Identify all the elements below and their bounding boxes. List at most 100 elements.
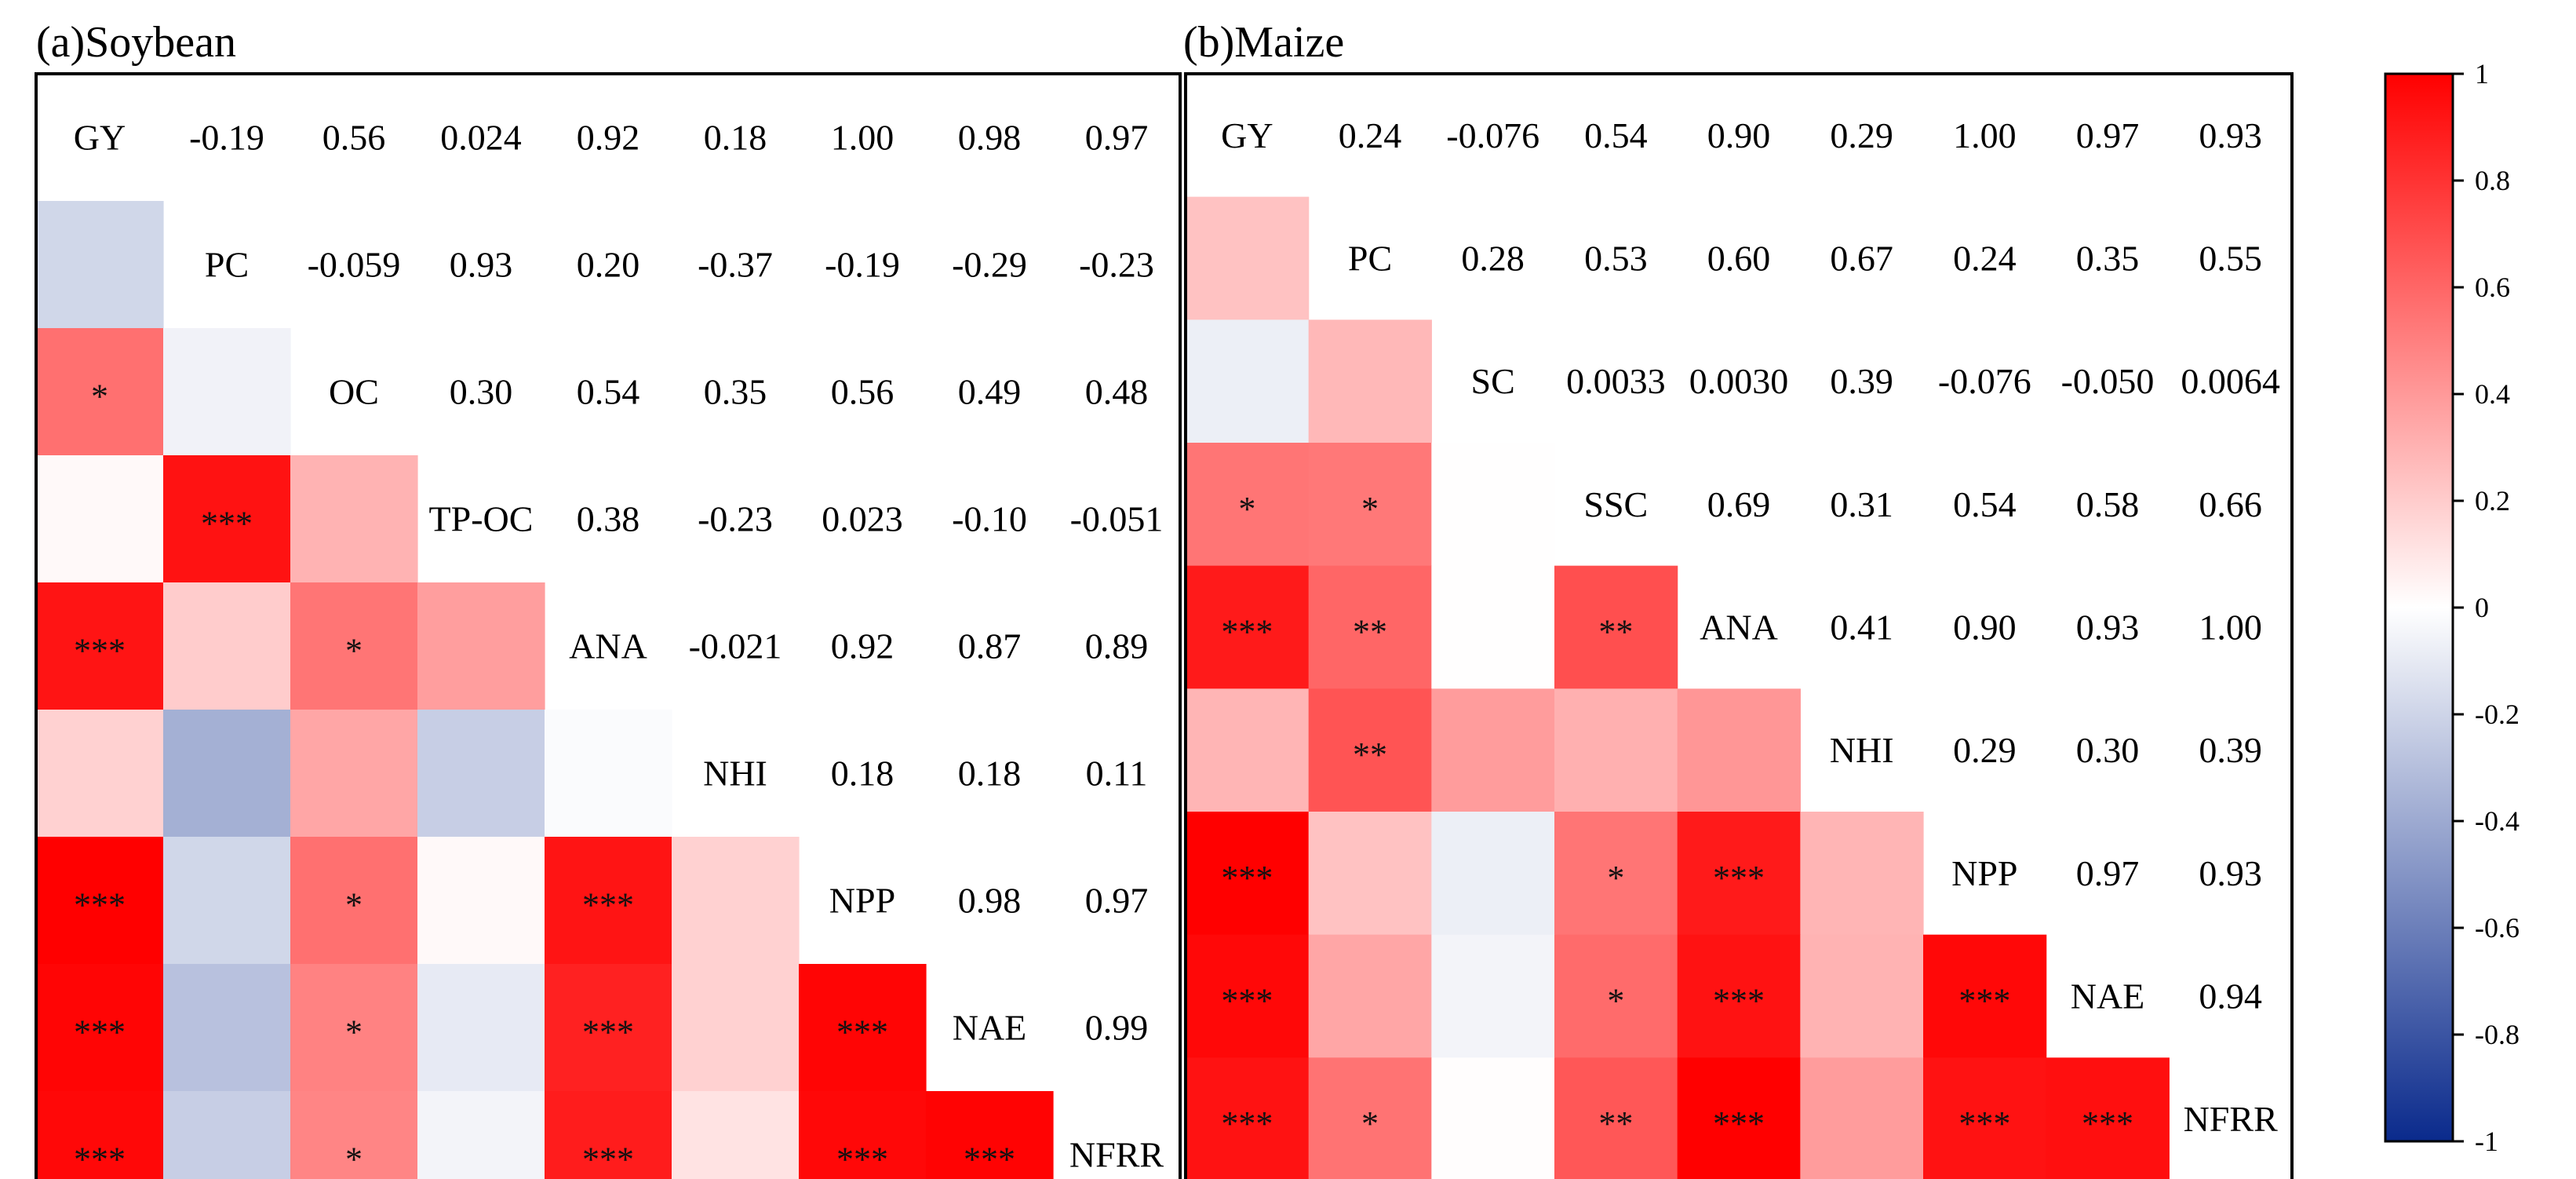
significance-label: *** — [1713, 1104, 1765, 1143]
correlation-value-label: 0.54 — [1584, 115, 1648, 155]
heatmap-cell — [1308, 443, 1432, 567]
correlation-value-label: 0.97 — [2076, 115, 2140, 155]
colorbar-tick-label: 0.4 — [2475, 378, 2510, 410]
heatmap-cell — [1308, 688, 1432, 812]
correlation-value-label: 0.24 — [1953, 239, 2017, 279]
correlation-value-label: 0.55 — [2199, 239, 2262, 279]
significance-label: *** — [836, 1013, 888, 1052]
panel-title-soybean: (a)Soybean — [36, 18, 236, 67]
correlation-value-label: 0.48 — [1085, 372, 1149, 412]
heatmap-cell — [1308, 1057, 1432, 1179]
heatmap-cell — [1308, 319, 1432, 443]
correlation-value-label: -0.051 — [1070, 499, 1164, 539]
heatmap-cell — [1308, 565, 1432, 689]
colorbar-tick-label: -0.6 — [2475, 912, 2520, 944]
variable-label: PC — [205, 245, 249, 285]
significance-label: *** — [1713, 859, 1765, 897]
heatmap-cell — [1923, 934, 2047, 1058]
heatmap-cell — [1431, 1057, 1555, 1179]
heatmap-cell — [1186, 688, 1310, 812]
colorbar-tick-label: -0.4 — [2475, 805, 2520, 837]
heatmap-cell — [290, 455, 418, 583]
significance-label: * — [91, 378, 108, 416]
significance-label: *** — [74, 1013, 126, 1052]
colorbar-tick-label: 1 — [2475, 58, 2489, 89]
correlation-value-label: 0.97 — [1085, 118, 1149, 158]
variable-label: NAE — [953, 1008, 1027, 1048]
significance-label: *** — [582, 1013, 634, 1052]
heatmap-cell — [290, 964, 418, 1092]
variable-label: NHI — [1830, 730, 1894, 770]
panel-border — [35, 72, 1182, 1179]
colorbar-gradient — [2384, 72, 2454, 1143]
heatmap-cell — [163, 964, 291, 1092]
correlation-value-label: -0.19 — [825, 245, 900, 285]
correlation-value-label: 0.24 — [1339, 115, 1402, 155]
significance-label: ** — [1353, 736, 1387, 774]
significance-label: *** — [74, 886, 126, 925]
colorbar-tick-label: -1 — [2475, 1126, 2498, 1157]
correlation-value-label: -0.37 — [698, 245, 773, 285]
correlation-value-label: 0.18 — [958, 754, 1022, 794]
correlation-value-label: 0.28 — [1461, 239, 1525, 279]
heatmap-cell — [417, 710, 545, 838]
heatmap-cell — [926, 1091, 1054, 1179]
heatmap-cell — [799, 1091, 927, 1179]
correlation-value-label: 0.87 — [958, 626, 1022, 666]
significance-label: * — [1607, 982, 1624, 1020]
variable-label: PC — [1348, 239, 1392, 279]
correlation-value-label: 0.66 — [2199, 484, 2262, 524]
variable-label: NFRR — [2184, 1099, 2278, 1139]
heatmap-cell — [417, 837, 545, 965]
correlation-value-label: 0.60 — [1707, 239, 1771, 279]
correlation-value-label: 0.30 — [2076, 730, 2140, 770]
heatmap-cell — [1186, 443, 1310, 567]
correlation-value-label: 0.35 — [2076, 239, 2140, 279]
heatmap-cell — [36, 1091, 164, 1179]
correlation-value-label: 0.92 — [577, 118, 640, 158]
colorbar-tick-label: -0.2 — [2475, 699, 2520, 730]
correlation-value-label: 0.98 — [958, 881, 1022, 921]
correlation-value-label: 0.99 — [1085, 1008, 1149, 1048]
heatmap-cell — [290, 1091, 418, 1179]
significance-label: ** — [1353, 613, 1387, 652]
heatmap-cell — [1186, 196, 1310, 320]
variable-label: SSC — [1583, 484, 1648, 524]
heatmap-cell — [1554, 812, 1678, 936]
variable-label: OC — [329, 372, 379, 412]
heatmap-cell — [1431, 688, 1555, 812]
correlation-value-label: 0.93 — [2199, 115, 2262, 155]
heatmap-cell — [36, 201, 164, 329]
correlation-value-label: 1.00 — [1953, 115, 2017, 155]
significance-label: * — [1361, 1104, 1379, 1143]
heatmap-cell — [1677, 688, 1801, 812]
correlation-value-label: 0.54 — [1953, 484, 2017, 524]
heatmap-cell — [163, 837, 291, 965]
correlation-value-label: 0.0064 — [2181, 361, 2280, 401]
heatmap-cell — [545, 837, 672, 965]
heatmap-cell — [1308, 812, 1432, 936]
correlation-value-label: 0.18 — [831, 754, 894, 794]
variable-label: ANA — [569, 626, 647, 666]
heatmap-cell — [1186, 934, 1310, 1058]
heatmap-cell — [545, 1091, 672, 1179]
correlation-value-label: 0.024 — [440, 118, 522, 158]
heatmap-cell — [1186, 319, 1310, 443]
correlation-value-label: 0.56 — [322, 118, 386, 158]
heatmap-soybean: GY -0.19 0.56 0.024 0.92 0.18 1.00 0.98 0.97 PC -0… — [35, 72, 1182, 1179]
correlation-value-label: 0.58 — [2076, 484, 2140, 524]
significance-label: *** — [964, 1141, 1015, 1179]
heatmap-cell — [290, 837, 418, 965]
correlation-value-label: -0.076 — [1446, 115, 1539, 155]
significance-label: *** — [2082, 1104, 2133, 1143]
heatmap-cell — [417, 1091, 545, 1179]
colorbar-tick-label: 0 — [2475, 592, 2489, 623]
heatmap-cell — [1186, 565, 1310, 689]
panel-title-maize: (b)Maize — [1183, 18, 1344, 67]
colorbar-legend: 1 0.8 0.6 0.4 0.2 0 -0.2 -0.4 -0.6 -0.8 -1 — [2384, 58, 2520, 1157]
colorbar-tick-label: 0.6 — [2475, 272, 2510, 303]
correlation-value-label: -0.10 — [952, 499, 1027, 539]
heatmap-cell — [290, 710, 418, 838]
correlation-value-label: -0.059 — [308, 245, 401, 285]
